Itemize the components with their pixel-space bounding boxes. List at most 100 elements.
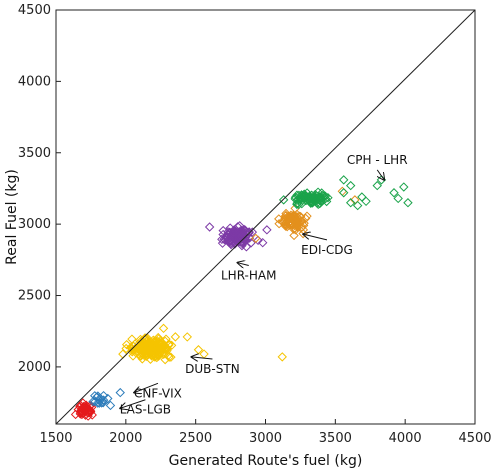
data-point <box>170 332 181 342</box>
data-point <box>137 354 147 364</box>
data-point <box>138 343 149 353</box>
data-point <box>345 198 356 208</box>
data-point <box>136 351 146 361</box>
data-point <box>121 339 132 350</box>
data-point <box>166 340 177 351</box>
data-point <box>204 222 215 232</box>
data-point <box>289 230 299 241</box>
y-axis-ticks: 2000 2500 3000 3500 4000 4500 <box>18 3 61 375</box>
data-point <box>299 218 309 228</box>
data-point <box>253 235 263 246</box>
x-tick-label: 2000 <box>109 431 142 446</box>
annotation-arrow <box>134 382 159 392</box>
data-point <box>235 230 245 240</box>
annotation-label: CNF-VIX <box>134 386 182 400</box>
annotation-label: EDI-CDG <box>301 243 353 257</box>
x-tick-label: 1500 <box>39 431 72 446</box>
annotation-label: DUB-STN <box>185 362 240 376</box>
data-point <box>217 234 227 245</box>
data-point <box>295 193 306 203</box>
data-point <box>274 219 284 229</box>
data-point <box>78 407 89 418</box>
data-point <box>144 340 154 350</box>
data-point <box>251 233 261 244</box>
data-point <box>292 199 302 210</box>
annotation-label: LAS-LGB <box>120 403 171 417</box>
data-point <box>144 342 155 352</box>
data-point <box>85 406 96 416</box>
data-point <box>95 395 105 406</box>
data-point <box>152 341 162 351</box>
data-point <box>281 208 291 219</box>
data-point <box>389 188 399 198</box>
data-point <box>156 339 166 349</box>
y-tick-label: 4500 <box>18 3 51 18</box>
data-point <box>399 182 409 192</box>
data-point <box>115 387 125 398</box>
data-point <box>90 391 100 401</box>
data-point <box>403 198 413 208</box>
data-point <box>82 405 93 415</box>
data-point <box>98 395 109 405</box>
data-point <box>320 191 330 201</box>
data-point <box>166 352 176 362</box>
y-tick-label: 3000 <box>18 217 51 232</box>
data-point <box>310 194 320 205</box>
annotation-label: LHR-HAM <box>221 269 276 283</box>
annotation-arrow <box>303 234 328 241</box>
data-point <box>361 196 371 207</box>
data-point <box>127 334 137 344</box>
data-point <box>357 192 367 202</box>
data-point <box>310 192 321 202</box>
annotation-arrow <box>376 169 384 180</box>
annotation-arrow <box>238 263 249 266</box>
data-point <box>158 323 169 334</box>
data-points <box>70 175 413 421</box>
x-tick-label: 4500 <box>458 431 491 446</box>
data-point <box>238 234 248 245</box>
data-point <box>158 341 169 351</box>
y-tick-label: 3500 <box>18 146 51 161</box>
data-point <box>145 354 156 364</box>
data-point <box>228 227 238 237</box>
annotation-arrow <box>191 357 213 359</box>
x-tick-label: 4000 <box>389 431 422 446</box>
data-point <box>118 349 128 359</box>
data-point <box>302 211 312 221</box>
y-tick-label: 2000 <box>18 360 51 375</box>
data-point <box>294 211 305 221</box>
annotation-label: CPH - LHR <box>347 153 408 167</box>
data-point <box>219 234 229 244</box>
x-tick-label: 3500 <box>319 431 352 446</box>
data-point <box>393 193 403 204</box>
data-point <box>78 398 88 408</box>
data-point <box>182 332 192 342</box>
y-tick-label: 2500 <box>18 289 51 304</box>
data-point <box>218 225 228 236</box>
data-point <box>277 352 287 362</box>
data-point <box>295 211 306 222</box>
data-point <box>151 345 162 355</box>
data-point <box>164 339 174 349</box>
reference-line <box>55 9 476 425</box>
data-point <box>287 212 298 222</box>
data-point <box>226 238 236 248</box>
data-point <box>105 400 116 411</box>
data-point <box>281 217 291 228</box>
data-point <box>234 233 244 244</box>
data-point <box>339 175 349 185</box>
y-axis-label: Real Fuel (kg) <box>4 169 20 265</box>
data-point <box>134 343 144 353</box>
data-point <box>345 180 356 191</box>
data-point <box>163 350 173 361</box>
data-point <box>142 340 153 350</box>
data-point <box>159 349 169 359</box>
data-point <box>92 392 102 402</box>
data-point <box>75 400 86 411</box>
data-point <box>323 192 333 203</box>
data-point <box>128 351 138 361</box>
data-point <box>320 193 331 204</box>
data-point <box>292 222 302 232</box>
